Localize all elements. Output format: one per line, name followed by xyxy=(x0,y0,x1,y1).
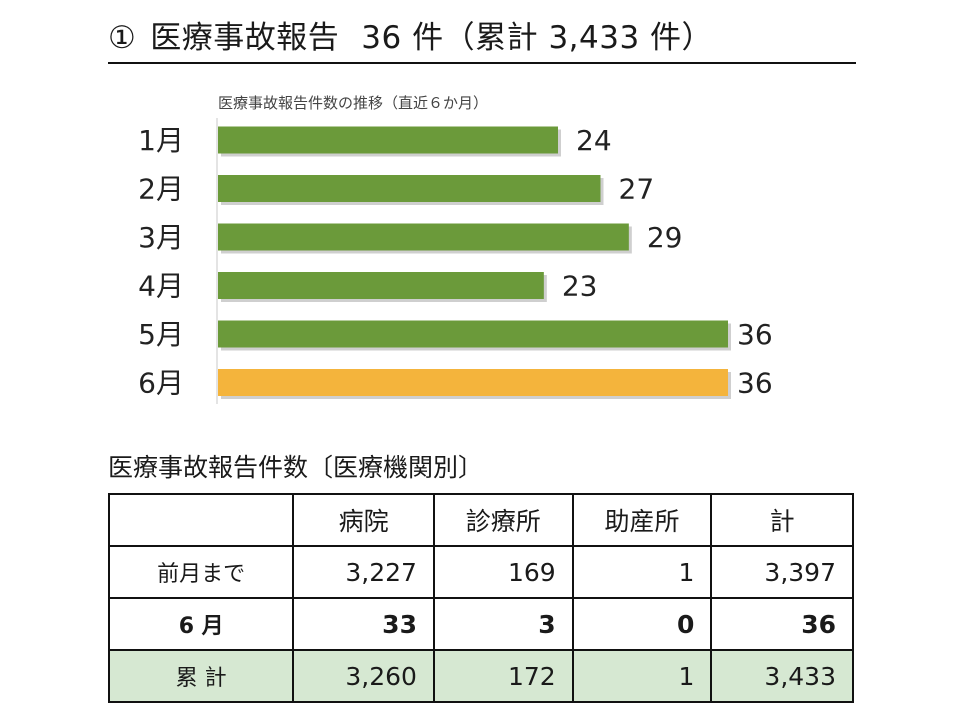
cell-clinic: 3 xyxy=(432,597,574,651)
row-label: 前月まで xyxy=(107,545,295,599)
cell-midwifery: 0 xyxy=(571,597,713,651)
table-title: 医療事故報告件数〔医療機関別〕 xyxy=(108,453,484,482)
row-label: 6 月 xyxy=(107,597,295,651)
header-cell-total: 計 xyxy=(710,493,854,547)
cell-hospital: 3,260 xyxy=(292,649,435,703)
title-count: 36 件（累計 3,433 件） xyxy=(361,20,714,56)
category-label: 3月 xyxy=(138,221,184,254)
page-title: ① 医療事故報告 36 件（累計 3,433 件） xyxy=(108,14,856,64)
category-label: 6月 xyxy=(138,367,184,400)
cell-total: 3,433 xyxy=(710,649,854,703)
category-label: 1月 xyxy=(138,124,184,157)
category-label: 2月 xyxy=(138,173,184,206)
table-row-current-month: 6 月 33 3 0 36 xyxy=(107,597,854,651)
cell-hospital: 3,227 xyxy=(292,545,435,599)
bar xyxy=(218,272,544,299)
chart-title: 医療事故報告件数の推移（直近６か月） xyxy=(218,94,489,112)
report-table: 病院 診療所 助産所 計 前月まで 3,227 169 1 3,397 6 月 … xyxy=(107,493,854,703)
cell-clinic: 169 xyxy=(432,545,574,599)
cell-total: 36 xyxy=(710,597,854,651)
bar xyxy=(218,369,728,396)
cell-midwifery: 1 xyxy=(571,649,713,703)
data-label: 36 xyxy=(737,367,773,400)
category-label: 4月 xyxy=(138,270,184,303)
cell-hospital: 33 xyxy=(292,597,435,651)
cell-total: 3,397 xyxy=(710,545,854,599)
cell-midwifery: 1 xyxy=(571,545,713,599)
header-cell-clinic: 診療所 xyxy=(432,493,574,547)
cell-clinic: 172 xyxy=(432,649,574,703)
bar xyxy=(218,223,629,251)
bar xyxy=(218,320,728,348)
title-number: ① xyxy=(108,20,137,56)
table-row-previous: 前月まで 3,227 169 1 3,397 xyxy=(107,545,854,599)
data-label: 36 xyxy=(737,318,773,351)
data-label: 29 xyxy=(647,221,683,254)
bar xyxy=(218,175,601,202)
data-label: 27 xyxy=(619,173,655,206)
category-label: 5月 xyxy=(138,318,184,351)
bar-chart: 1月 24 2月 27 3月 29 4月 23 5月 36 6月 36 xyxy=(138,118,773,404)
bar xyxy=(218,126,558,154)
header-cell-midwifery: 助産所 xyxy=(571,493,713,547)
data-label: 24 xyxy=(576,124,612,157)
row-label: 累 計 xyxy=(107,649,295,703)
title-text: 医療事故報告 xyxy=(150,20,340,56)
table-header-row: 病院 診療所 助産所 計 xyxy=(107,493,854,547)
header-cell-blank xyxy=(107,493,295,547)
table-row-cumulative: 累 計 3,260 172 1 3,433 xyxy=(107,649,854,703)
data-label: 23 xyxy=(562,270,598,303)
header-cell-hospital: 病院 xyxy=(292,493,435,547)
